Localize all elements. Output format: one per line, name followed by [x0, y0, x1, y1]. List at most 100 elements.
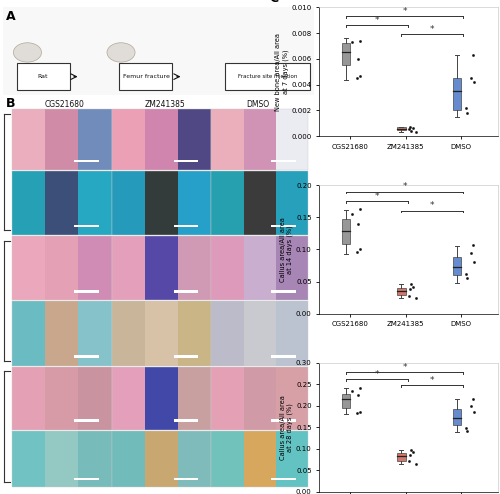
Bar — [272, 160, 295, 163]
Text: Femur fracture: Femur fracture — [122, 74, 170, 79]
Bar — [112, 431, 145, 487]
Bar — [342, 218, 350, 245]
Bar — [74, 419, 98, 422]
Bar — [2, 7, 314, 94]
Bar — [78, 109, 112, 169]
Text: Fracture site injection: Fracture site injection — [238, 74, 298, 79]
Bar — [145, 301, 178, 366]
Bar — [174, 160, 199, 163]
Bar — [178, 431, 212, 487]
Bar — [453, 257, 462, 275]
Bar — [212, 367, 244, 430]
Bar — [212, 170, 244, 235]
Bar — [78, 431, 112, 487]
Bar — [112, 170, 212, 235]
Bar — [244, 301, 276, 366]
Bar — [78, 367, 112, 430]
Bar — [145, 170, 178, 235]
Bar — [276, 109, 308, 169]
Bar — [212, 367, 308, 430]
Text: *: * — [402, 7, 407, 16]
FancyBboxPatch shape — [16, 63, 70, 90]
Bar — [276, 236, 308, 300]
Bar — [145, 109, 178, 169]
Bar — [112, 367, 145, 430]
Bar — [45, 367, 78, 430]
Bar — [212, 431, 308, 487]
Bar — [212, 109, 308, 169]
Bar — [112, 170, 145, 235]
Bar — [398, 127, 406, 130]
Ellipse shape — [14, 43, 42, 62]
Bar — [178, 301, 212, 366]
Bar — [276, 431, 308, 487]
Bar — [244, 236, 276, 300]
Bar — [212, 301, 244, 366]
Bar — [212, 236, 244, 300]
Text: DMSO: DMSO — [246, 100, 270, 109]
Bar — [12, 109, 45, 169]
Bar — [145, 367, 178, 430]
FancyBboxPatch shape — [120, 63, 172, 90]
Bar — [244, 367, 276, 430]
FancyBboxPatch shape — [226, 63, 310, 90]
Bar — [12, 236, 45, 300]
Text: *: * — [430, 25, 434, 34]
Text: *: * — [430, 202, 434, 210]
Bar — [12, 109, 112, 169]
Bar — [145, 236, 178, 300]
Bar — [74, 160, 98, 163]
Bar — [112, 431, 212, 487]
Bar — [272, 478, 295, 480]
Bar — [178, 367, 212, 430]
Text: *: * — [430, 376, 434, 385]
Bar — [174, 290, 199, 292]
Bar — [342, 43, 350, 65]
Bar — [112, 301, 145, 366]
Bar — [244, 170, 276, 235]
Bar — [12, 170, 112, 235]
Bar — [112, 109, 145, 169]
Bar — [78, 170, 112, 235]
Bar — [272, 225, 295, 227]
Bar — [244, 431, 276, 487]
Bar — [12, 301, 112, 366]
Bar — [453, 78, 462, 111]
Bar — [212, 236, 308, 300]
Bar — [453, 409, 462, 425]
Bar — [212, 109, 244, 169]
Y-axis label: New bone area/All area
at 7 days (%): New bone area/All area at 7 days (%) — [275, 33, 288, 111]
Bar — [272, 419, 295, 422]
Bar — [212, 431, 244, 487]
Bar — [178, 170, 212, 235]
Text: *: * — [374, 16, 379, 25]
Text: ZM241385: ZM241385 — [144, 100, 185, 109]
Bar — [276, 367, 308, 430]
Text: C: C — [270, 0, 278, 5]
Bar — [74, 355, 98, 358]
Bar — [145, 431, 178, 487]
Bar — [112, 236, 145, 300]
Bar — [12, 367, 45, 430]
Y-axis label: Callus area/All area
at 14 days (%): Callus area/All area at 14 days (%) — [280, 217, 293, 282]
Bar — [112, 236, 212, 300]
Bar — [342, 394, 350, 408]
Bar — [276, 301, 308, 366]
Text: CGS21680: CGS21680 — [45, 100, 85, 109]
Bar — [74, 225, 98, 227]
Text: *: * — [374, 192, 379, 201]
Bar — [12, 431, 112, 487]
Bar — [178, 236, 212, 300]
Bar — [398, 288, 406, 294]
Bar — [45, 301, 78, 366]
Y-axis label: Callus area/All area
at 28 days (%): Callus area/All area at 28 days (%) — [280, 395, 293, 459]
Bar — [272, 290, 295, 292]
Bar — [12, 301, 45, 366]
Bar — [212, 170, 308, 235]
Bar — [112, 109, 212, 169]
Text: A: A — [6, 10, 15, 23]
Bar — [398, 453, 406, 460]
Bar — [12, 431, 45, 487]
Text: *: * — [402, 363, 407, 372]
Bar — [78, 236, 112, 300]
